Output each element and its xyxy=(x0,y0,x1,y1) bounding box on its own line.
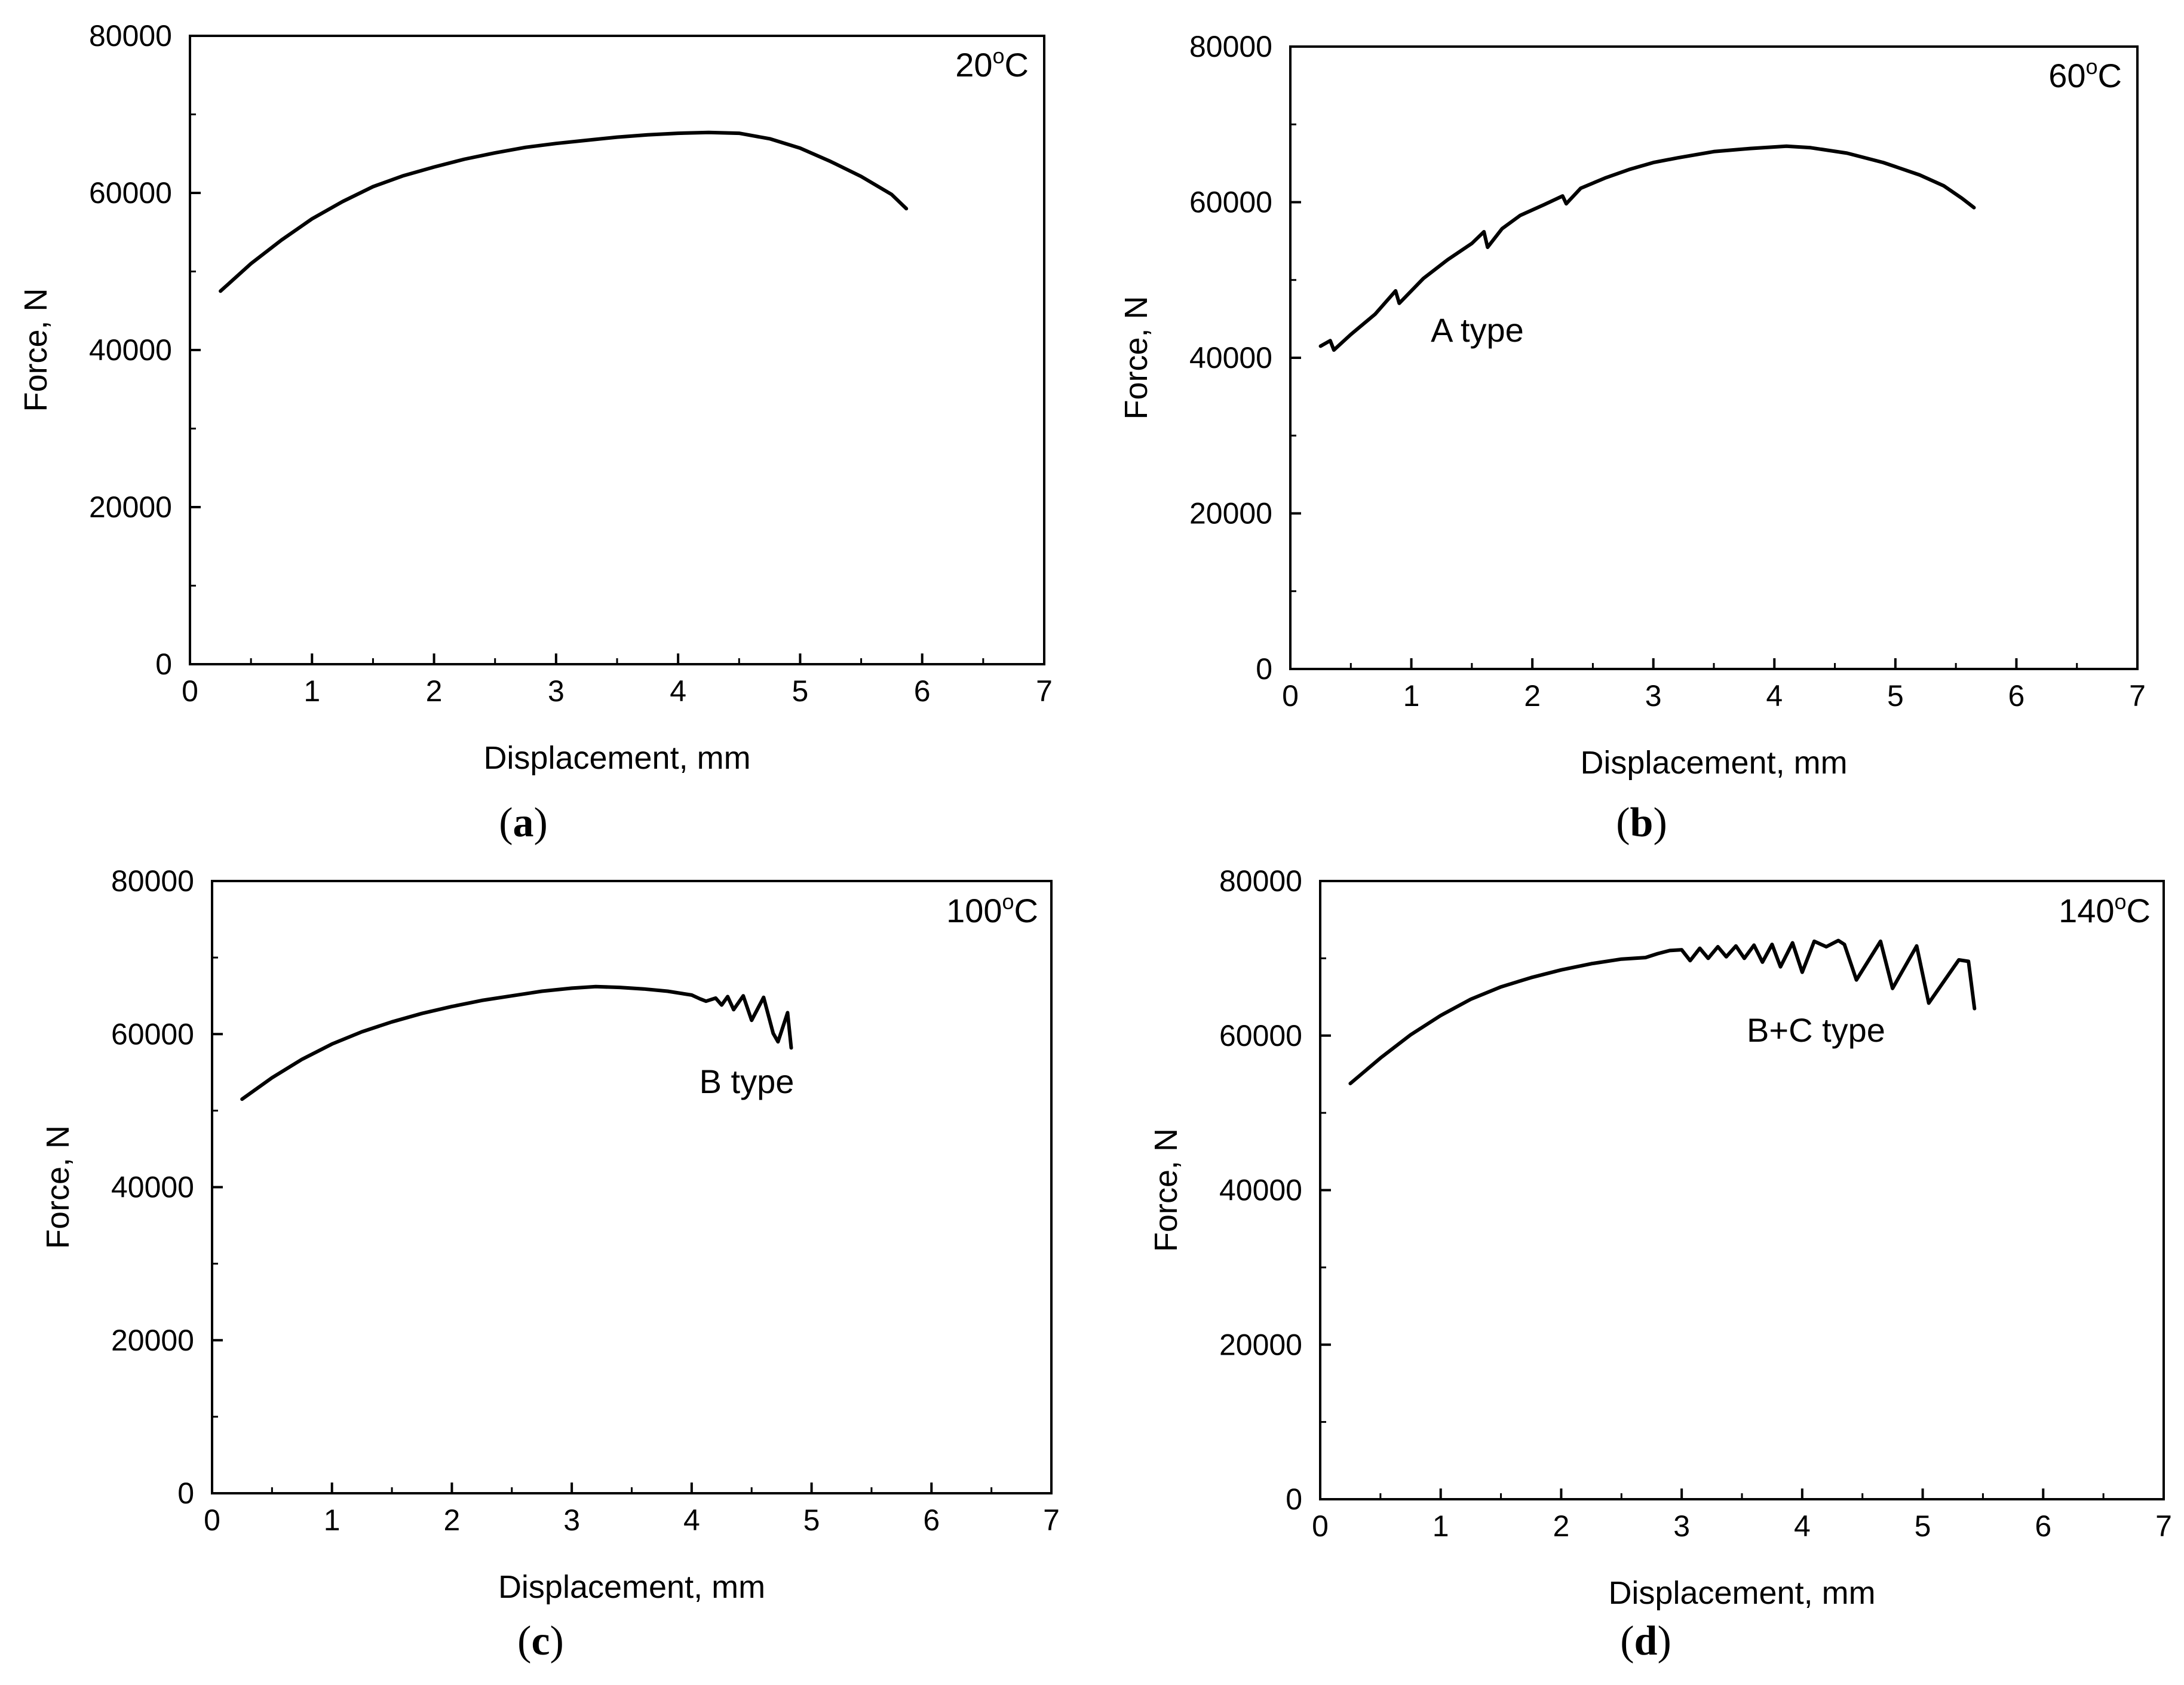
chart-panel-a: 0 1 2 3 4 5 6 7 0 20000 40000 60000 80000 Displacemen… xyxy=(18,19,1053,846)
x-tick-label: 4 xyxy=(670,674,686,708)
type-annotation: B type xyxy=(700,1063,795,1100)
x-tick-label: 1 xyxy=(1433,1509,1449,1543)
x-tick-label: 5 xyxy=(1887,679,1904,713)
y-tick-label: 40000 xyxy=(1189,341,1272,375)
series-line-a xyxy=(219,130,909,293)
temperature-label: 100oC xyxy=(946,889,1038,929)
series-line-c xyxy=(240,984,793,1101)
x-tick-label: 2 xyxy=(444,1503,461,1537)
y-axis-title: Force, N xyxy=(1148,1128,1184,1252)
y-axis-title: Force, N xyxy=(1118,296,1154,419)
y-tick-label: 20000 xyxy=(1219,1328,1302,1361)
x-tick-label: 3 xyxy=(1673,1509,1690,1543)
y-tick-label: 60000 xyxy=(111,1017,194,1051)
y-axis-title: Force, N xyxy=(40,1125,76,1249)
x-axis-title: Displacement, mm xyxy=(1608,1575,1875,1611)
x-tick-label: 6 xyxy=(914,674,931,708)
y-tick-label: 20000 xyxy=(111,1324,194,1357)
type-annotation: B+C type xyxy=(1747,1011,1885,1049)
plot-frame xyxy=(189,35,1045,665)
x-tick-label: 5 xyxy=(803,1503,820,1537)
y-tick-label: 80000 xyxy=(1219,864,1302,898)
x-tick-label: 0 xyxy=(1282,679,1299,713)
x-tick-label: 6 xyxy=(2008,679,2025,713)
x-tick-label: 1 xyxy=(324,1503,341,1537)
x-axis-title: Displacement, mm xyxy=(1580,745,1847,781)
x-axis-title: Displacement, mm xyxy=(498,1569,765,1605)
y-tick-label: 40000 xyxy=(89,333,172,367)
y-tick-label: 80000 xyxy=(1189,30,1272,63)
x-tick-label: 3 xyxy=(548,674,565,708)
x-tick-label: 1 xyxy=(1403,679,1420,713)
x-tick-label: 0 xyxy=(204,1503,220,1537)
plot-frame xyxy=(1289,45,2139,670)
y-tick-label: 0 xyxy=(1256,652,1272,686)
x-tick-label: 5 xyxy=(1915,1509,1931,1543)
type-annotation: A type xyxy=(1431,311,1524,349)
x-tick-label: 3 xyxy=(1645,679,1662,713)
panel-label: (c) xyxy=(517,1618,564,1664)
x-tick-label: 4 xyxy=(1766,679,1783,713)
x-tick-label: 0 xyxy=(1312,1509,1329,1543)
y-tick-label: 60000 xyxy=(89,176,172,210)
panel-label: (d) xyxy=(1620,1618,1671,1664)
y-axis-title: Force, N xyxy=(18,288,54,412)
series-line-d xyxy=(1348,938,1977,1085)
x-tick-label: 1 xyxy=(303,674,320,708)
y-tick-label: 20000 xyxy=(89,490,172,524)
x-tick-label: 3 xyxy=(563,1503,580,1537)
x-tick-label: 7 xyxy=(1043,1503,1060,1537)
x-tick-label: 5 xyxy=(792,674,809,708)
x-tick-label: 6 xyxy=(923,1503,940,1537)
y-tick-label: 80000 xyxy=(111,864,194,898)
chart-panel-c: 0 1 2 3 4 5 6 7 0 20000 40000 60000 80000 Displacemen… xyxy=(40,864,1060,1664)
x-axis-title: Displacement, mm xyxy=(483,740,750,776)
y-tick-label: 0 xyxy=(177,1477,194,1510)
y-tick-label: 20000 xyxy=(1189,497,1272,530)
chart-panel-d: 0 1 2 3 4 5 6 7 0 20000 40000 60000 80000 Displacemen… xyxy=(1148,864,2172,1664)
y-tick-label: 60000 xyxy=(1189,186,1272,219)
panel-label: (b) xyxy=(1616,800,1667,846)
temperature-label: 60oC xyxy=(2048,54,2122,94)
plot-frame xyxy=(1319,880,2165,1500)
y-tick-label: 40000 xyxy=(111,1171,194,1204)
x-tick-label: 7 xyxy=(1036,674,1053,708)
y-tick-label: 0 xyxy=(1286,1483,1302,1516)
x-tick-label: 0 xyxy=(182,674,198,708)
panel-label: (a) xyxy=(499,800,548,846)
x-tick-label: 4 xyxy=(1794,1509,1811,1543)
x-tick-label: 6 xyxy=(2035,1509,2051,1543)
x-tick-label: 2 xyxy=(1524,679,1541,713)
x-tick-label: 7 xyxy=(2155,1509,2172,1543)
x-tick-label: 2 xyxy=(1553,1509,1570,1543)
y-tick-label: 0 xyxy=(155,647,172,681)
y-tick-label: 40000 xyxy=(1219,1174,1302,1207)
plot-frame xyxy=(211,880,1053,1494)
chart-panel-b: 0 1 2 3 4 5 6 7 0 20000 40000 60000 80000 Displacemen… xyxy=(1118,30,2146,846)
temperature-label: 20oC xyxy=(955,44,1029,84)
y-tick-label: 60000 xyxy=(1219,1019,1302,1052)
x-tick-label: 7 xyxy=(2129,679,2146,713)
x-tick-label: 2 xyxy=(426,674,443,708)
y-tick-label: 80000 xyxy=(89,19,172,53)
x-tick-label: 4 xyxy=(683,1503,700,1537)
series-line-b xyxy=(1318,144,1976,352)
temperature-label: 140oC xyxy=(2059,889,2151,929)
